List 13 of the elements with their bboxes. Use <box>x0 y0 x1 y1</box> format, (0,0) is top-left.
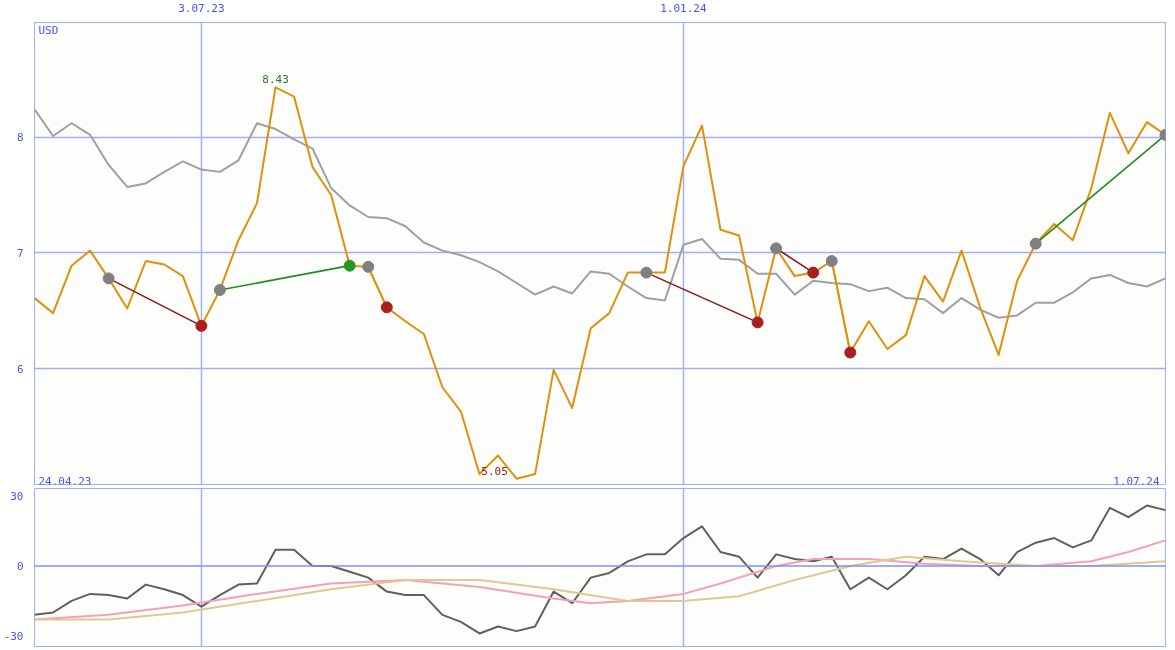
annotation: 24.04.23 <box>38 474 92 488</box>
y-tick-label: 8 <box>16 131 24 145</box>
y-tick-label: -30 <box>3 629 24 643</box>
y-tick-label: 7 <box>16 246 24 260</box>
x-tick-label: 1.01.24 <box>660 1 707 15</box>
annotation: 8.43 <box>262 73 289 87</box>
y-tick-label: 30 <box>10 490 24 504</box>
y-tick-label: 6 <box>16 362 24 376</box>
annotation: 5.05 <box>481 464 508 478</box>
annotation: 1.07.24 <box>1113 474 1160 488</box>
annotation: USD <box>38 23 59 37</box>
x-tick-label: 3.07.23 <box>178 1 225 15</box>
y-tick-label: 0 <box>16 559 24 573</box>
